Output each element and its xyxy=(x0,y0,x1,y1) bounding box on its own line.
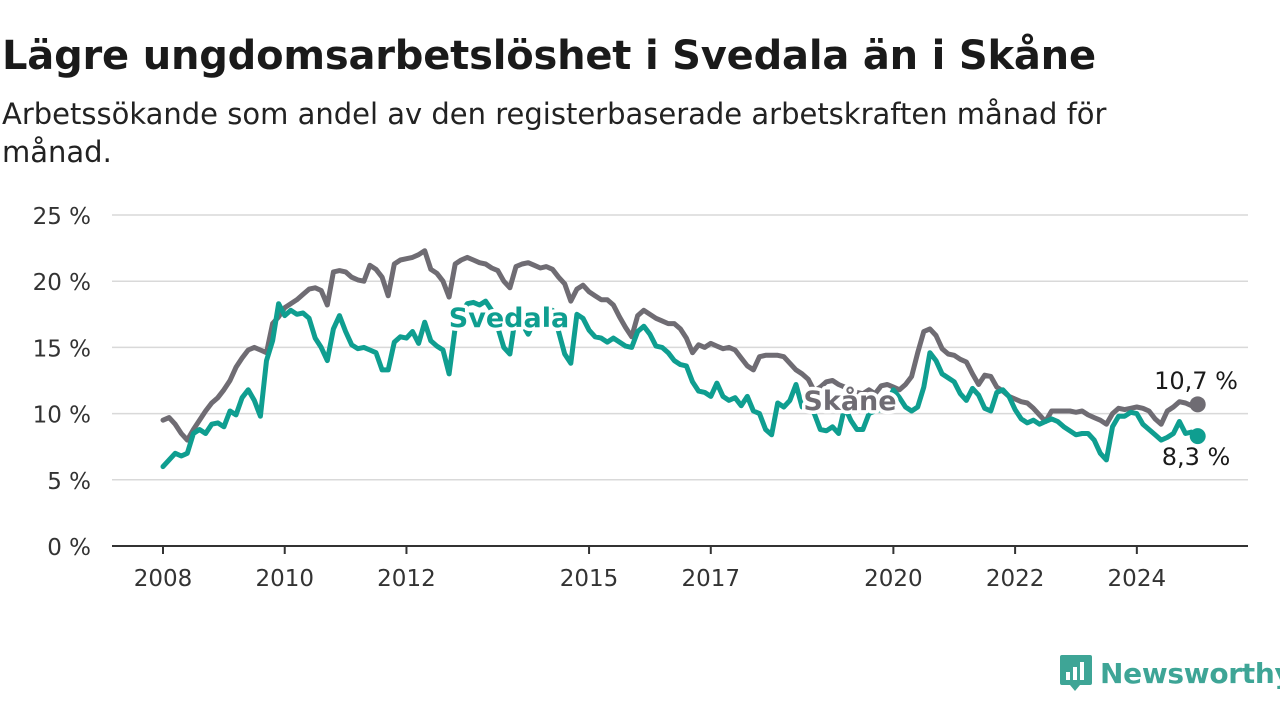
x-tick-label: 2022 xyxy=(986,566,1045,592)
x-tick-label: 2008 xyxy=(134,566,193,592)
x-tick-label: 2015 xyxy=(560,566,619,592)
series-line-skane xyxy=(160,248,1201,443)
newsworthy-logo-icon xyxy=(1060,655,1092,691)
y-tick-label: 10 % xyxy=(33,403,91,429)
series-line-svedala xyxy=(160,298,1201,470)
chart-title: Lägre ungdomsarbetslöshet i Svedala än i… xyxy=(2,33,1096,79)
chart-subtitle: Arbetssökande som andel av den registerb… xyxy=(2,97,1107,169)
y-tick-label: 0 % xyxy=(47,535,91,561)
series-label-svedala: Svedala xyxy=(449,303,569,334)
x-tick-label: 2010 xyxy=(255,566,314,592)
y-tick-label: 5 % xyxy=(47,469,91,495)
end-point-skane xyxy=(1189,396,1206,413)
x-tick-label: 2020 xyxy=(864,566,923,592)
y-tick-label: 20 % xyxy=(33,270,91,296)
brand: Newsworthy xyxy=(1058,653,1280,693)
series-label-skane: Skåne xyxy=(803,385,896,417)
end-value-label-skane: 10,7 % xyxy=(1154,367,1238,395)
y-tick-label: 25 % xyxy=(33,204,91,230)
end-point-svedala xyxy=(1189,428,1206,445)
x-tick-label: 2017 xyxy=(682,566,741,592)
end-value-label-svedala: 8,3 % xyxy=(1162,443,1231,471)
y-tick-label: 15 % xyxy=(33,336,91,362)
x-tick-label: 2024 xyxy=(1108,566,1167,592)
x-tick-label: 2012 xyxy=(377,566,436,592)
brand-name: Newsworthy xyxy=(1100,656,1280,690)
